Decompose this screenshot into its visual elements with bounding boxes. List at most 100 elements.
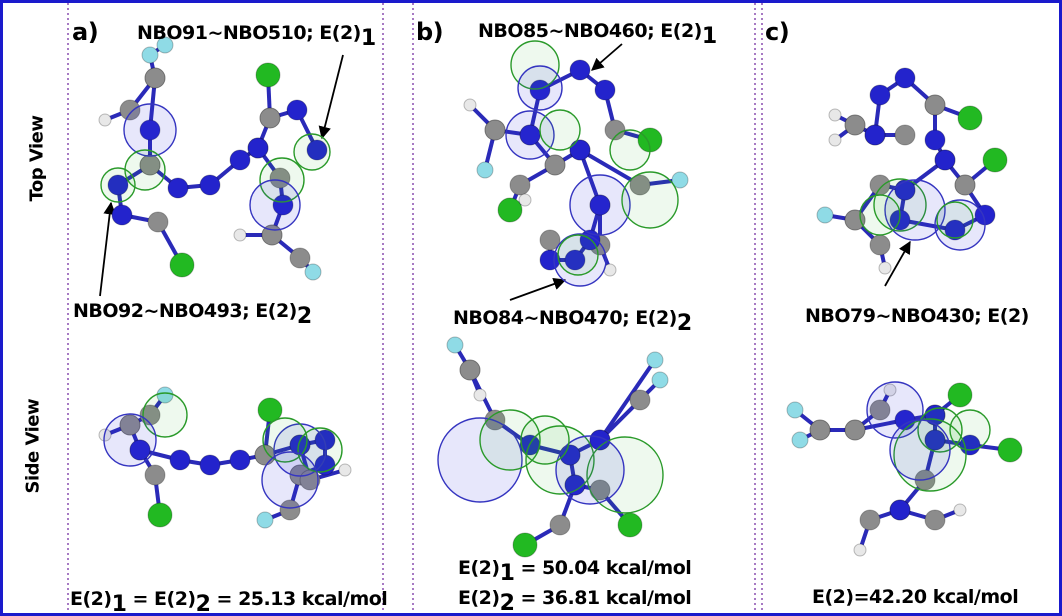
orbital (558, 235, 598, 275)
atom (870, 235, 890, 255)
atom (447, 337, 463, 353)
orbital (570, 175, 630, 235)
orbital (518, 66, 562, 110)
energy-line: E(2)2 = 36.81 kcal/mol (458, 585, 691, 610)
row-label: Top View (27, 114, 48, 204)
atom (200, 175, 220, 195)
text-segment: NBO91~NBO510; E(2) (137, 22, 361, 44)
figure: Top ViewSide Viewa)NBO91~NBO510; E(2)1NB… (0, 0, 1062, 616)
orbital (521, 416, 569, 464)
atom (287, 100, 307, 120)
atom (112, 205, 132, 225)
atom (498, 198, 522, 222)
atom (145, 68, 165, 88)
energy-line: E(2)1 = 50.04 kcal/mol (458, 555, 691, 580)
atom (148, 503, 172, 527)
arrows (100, 44, 910, 300)
orbital (937, 202, 973, 238)
atom (954, 504, 966, 516)
atom (865, 125, 885, 145)
atom (513, 533, 537, 557)
atom (854, 544, 866, 556)
atom (474, 389, 486, 401)
atom (257, 512, 273, 528)
orbital (622, 172, 678, 228)
atom (460, 360, 480, 380)
atom (925, 95, 945, 115)
atom (895, 68, 915, 88)
atom (339, 464, 351, 476)
orbital (950, 410, 990, 450)
atom (787, 402, 803, 418)
atom (256, 63, 280, 87)
atom (845, 420, 865, 440)
panel-label: a) (72, 18, 98, 46)
atom (305, 264, 321, 280)
atom (860, 510, 880, 530)
annotation: NBO84~NBO470; E(2)2 (453, 305, 692, 330)
atom (647, 352, 663, 368)
text-segment: E(2) (70, 588, 112, 610)
text-segment: E(2)=42.20 kcal/mol (812, 586, 1018, 608)
subscript: 2 (297, 304, 312, 329)
subscript: 1 (112, 592, 127, 616)
atom (925, 510, 945, 530)
atom (510, 175, 530, 195)
orbital (124, 104, 176, 156)
atom (464, 99, 476, 111)
text-segment: NBO92~NBO493; E(2) (73, 300, 297, 322)
atom (810, 420, 830, 440)
energy-line: E(2)=42.20 kcal/mol (812, 586, 1018, 608)
orbital (294, 134, 330, 170)
atom (145, 465, 165, 485)
text-segment: NBO79~NBO430; E(2) (805, 305, 1029, 327)
molecules (99, 37, 1022, 557)
orbital (101, 168, 135, 202)
subscript: 2 (196, 592, 211, 616)
atom (958, 106, 982, 130)
atom (792, 432, 808, 448)
atom (200, 455, 220, 475)
text-segment: = E(2) (126, 588, 195, 610)
atom (230, 450, 250, 470)
atom (948, 383, 972, 407)
atom (618, 513, 642, 537)
atom (879, 262, 891, 274)
atom (234, 229, 246, 241)
atom (550, 515, 570, 535)
atom (99, 114, 111, 126)
atom (570, 60, 590, 80)
atom (998, 438, 1022, 462)
atom (829, 134, 841, 146)
atom (890, 500, 910, 520)
atom (895, 125, 915, 145)
atom (652, 372, 668, 388)
atom (829, 109, 841, 121)
atom (142, 47, 158, 63)
orbital (610, 130, 650, 170)
orbital (540, 110, 580, 150)
atom (485, 120, 505, 140)
atom (477, 162, 493, 178)
annotation: NBO85~NBO460; E(2)1 (478, 18, 717, 43)
orbital (250, 180, 300, 230)
atom (817, 207, 833, 223)
atom (955, 175, 975, 195)
atom (519, 194, 531, 206)
atom (248, 138, 268, 158)
text-segment: = 50.04 kcal/mol (514, 557, 691, 579)
panel-label: b) (416, 18, 443, 46)
text-segment: = 25.13 kcal/mol (210, 588, 387, 610)
text-segment: = 36.81 kcal/mol (514, 587, 691, 609)
text-segment: E(2) (458, 557, 500, 579)
atom (260, 108, 280, 128)
atom (595, 80, 615, 100)
atom (870, 85, 890, 105)
atom (925, 130, 945, 150)
atom (148, 212, 168, 232)
subscript: 1 (500, 561, 515, 586)
orbital (104, 414, 156, 466)
atom (983, 148, 1007, 172)
text-segment: E(2) (458, 587, 500, 609)
atom (168, 178, 188, 198)
